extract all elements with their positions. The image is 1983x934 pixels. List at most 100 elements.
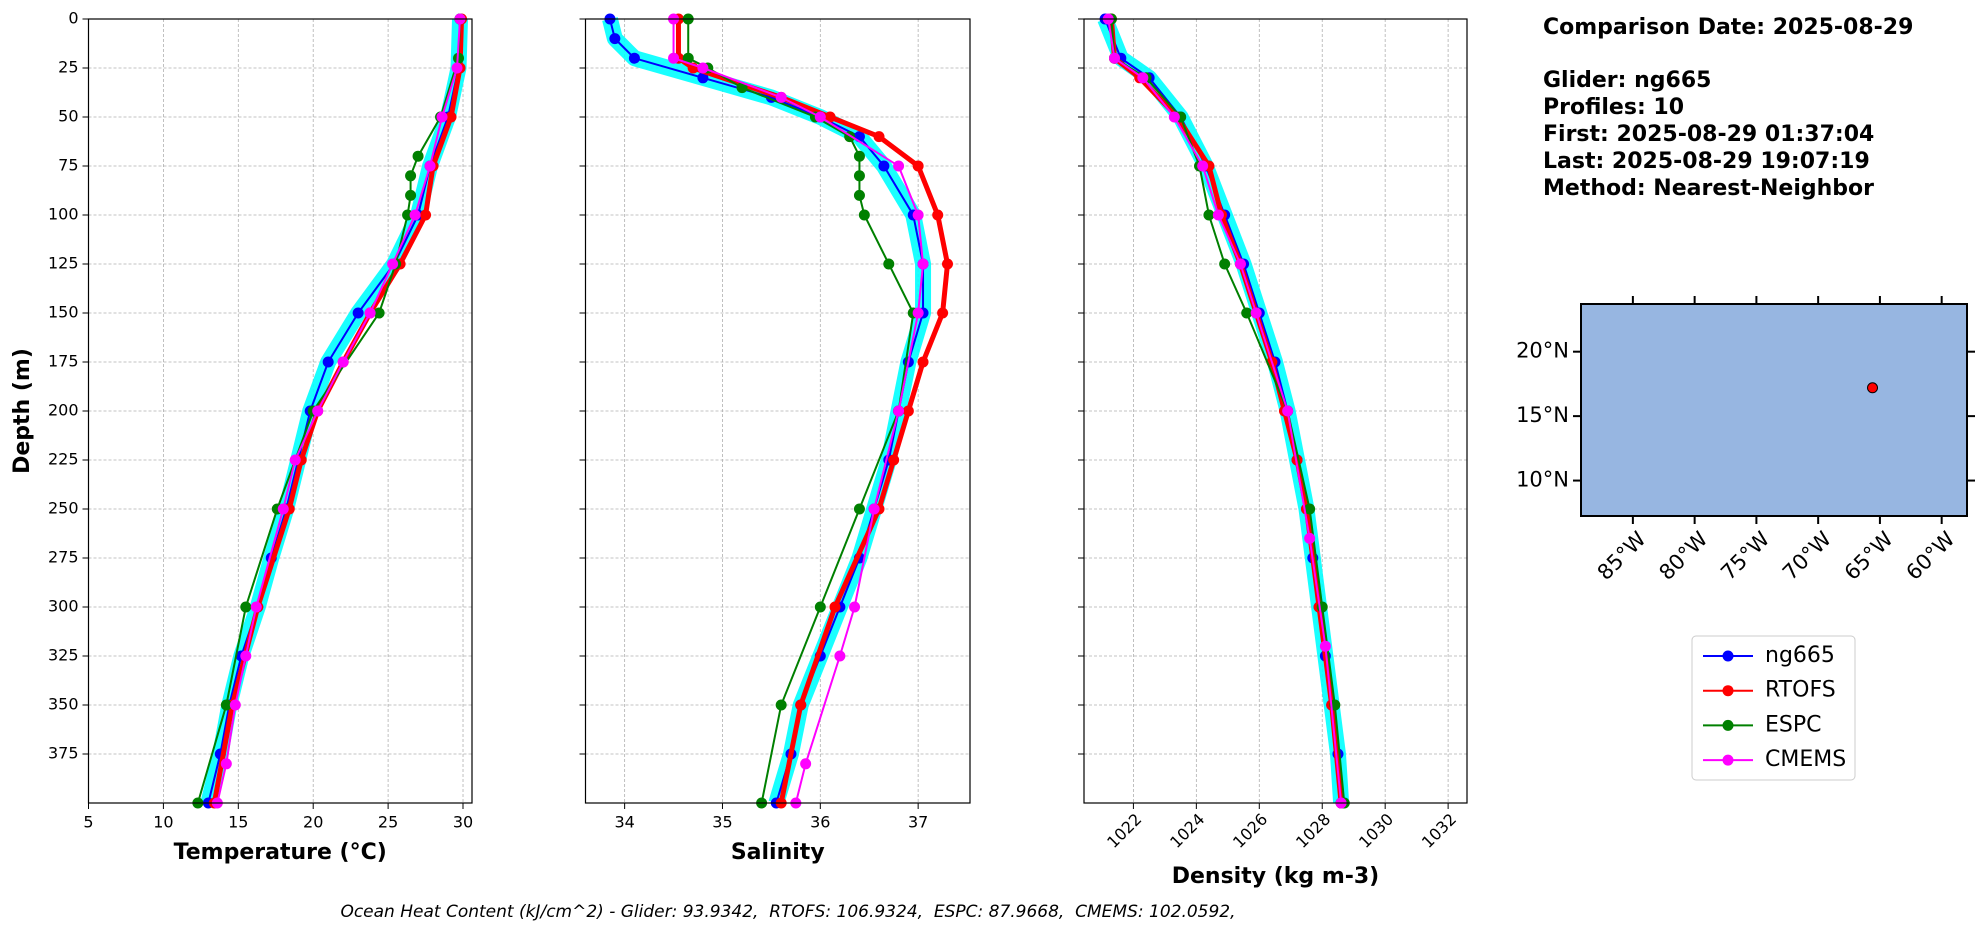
point	[849, 601, 861, 613]
y-tick-label: 325	[48, 646, 79, 665]
y-tick-label: 350	[48, 695, 79, 714]
x-tick-label: 5	[83, 813, 93, 832]
series-line	[196, 18, 462, 804]
map-lat-label: 15°N	[1516, 403, 1569, 427]
y-tick-label: 50	[58, 107, 78, 126]
info-last: Last: 2025-08-29 19:07:19	[1543, 149, 1870, 174]
point	[800, 758, 812, 770]
point	[682, 52, 694, 64]
point	[352, 307, 364, 319]
info-profiles: Profiles: 10	[1543, 95, 1684, 120]
point	[240, 601, 252, 613]
panel: 1022 1024 1026 1028 1030 1032 Density (kg m-3)	[1078, 13, 1468, 889]
map-lon-label: 60°W	[1901, 527, 1959, 585]
point	[289, 454, 301, 466]
point	[1137, 72, 1149, 84]
map-frame	[1580, 303, 1968, 517]
point	[888, 454, 900, 466]
point	[912, 307, 924, 319]
point	[853, 503, 865, 515]
point	[834, 650, 846, 662]
point	[883, 258, 895, 270]
x-tick-label: 37	[908, 813, 928, 832]
point	[829, 601, 841, 613]
point	[220, 758, 232, 770]
point	[902, 405, 914, 417]
point	[853, 150, 865, 162]
point	[917, 258, 929, 270]
series-line	[1107, 18, 1343, 804]
point	[697, 62, 709, 74]
map-lat-label: 20°N	[1516, 339, 1569, 363]
legend-label: RTOFS	[1765, 678, 1836, 703]
glider-position	[1867, 382, 1879, 394]
point	[858, 209, 870, 221]
point	[337, 356, 349, 368]
map-lon-label: 65°W	[1840, 527, 1898, 585]
legend-marker	[1722, 754, 1734, 766]
x-tick-label: 36	[810, 813, 830, 832]
x-tick-label: 1028	[1292, 810, 1334, 852]
y-tick-label: 100	[48, 205, 79, 224]
point	[451, 62, 463, 74]
legend-marker	[1722, 719, 1734, 731]
point	[912, 160, 924, 172]
x-tick-label: 34	[614, 813, 634, 832]
point	[1197, 160, 1209, 172]
point	[436, 111, 448, 123]
y-tick-label: 75	[58, 156, 78, 175]
y-tick-label: 25	[58, 58, 78, 77]
map-lon-label: 75°W	[1716, 527, 1774, 585]
x-tick-label: 1026	[1229, 810, 1271, 852]
info-method: Method: Nearest-Neighbor	[1543, 176, 1874, 201]
point	[628, 52, 640, 64]
point	[312, 405, 324, 417]
y-tick-label: 175	[48, 352, 79, 371]
point	[412, 150, 424, 162]
panel: 0 25 50 75 100 125 150 175 200 225 250 275 300 325 350…	[10, 9, 473, 866]
ocean	[1581, 304, 1967, 516]
y-tick-label: 250	[48, 499, 79, 518]
info-glider: Glider: ng665	[1543, 68, 1711, 93]
point	[420, 209, 432, 221]
map: 85°W 80°W 75°W 70°W 65°W 60°W 10°N 15°N 20°N	[1516, 296, 1975, 585]
y-tick-label: 200	[48, 401, 79, 420]
point	[1250, 307, 1262, 319]
legend-label: ESPC	[1765, 712, 1822, 737]
x-axis-label: Density (kg m-3)	[1172, 864, 1380, 889]
point	[878, 160, 890, 172]
point	[1203, 209, 1215, 221]
x-tick-label: 20	[303, 813, 323, 832]
y-tick-label: 150	[48, 303, 79, 322]
y-tick-label: 0	[68, 9, 78, 28]
point	[277, 503, 289, 515]
point	[893, 405, 905, 417]
point	[697, 72, 709, 84]
point	[373, 307, 385, 319]
y-axis-label: Depth (m)	[10, 348, 35, 474]
point	[873, 131, 885, 143]
y-tick-label: 375	[48, 744, 79, 763]
point	[941, 258, 953, 270]
point	[853, 189, 865, 201]
point	[932, 209, 944, 221]
footer: Ocean Heat Content (kJ/cm^2) - Glider: 9…	[340, 902, 1235, 922]
point	[1282, 405, 1294, 417]
point	[775, 699, 787, 711]
point	[240, 650, 252, 662]
x-tick-label: 10	[153, 813, 173, 832]
legend-marker	[1722, 650, 1734, 662]
point	[795, 699, 807, 711]
y-tick-label: 225	[48, 450, 79, 469]
point	[1109, 52, 1121, 64]
x-axis-label: Salinity	[731, 840, 825, 865]
x-tick-label: 1024	[1166, 810, 1208, 852]
x-tick-label: 35	[712, 813, 732, 832]
info-date: Comparison Date: 2025-08-29	[1543, 15, 1913, 40]
point	[1319, 640, 1331, 652]
x-tick-label: 30	[453, 813, 473, 832]
x-axis-label: Temperature (°C)	[174, 840, 387, 865]
x-tick-label: 15	[228, 813, 248, 832]
point	[364, 307, 376, 319]
